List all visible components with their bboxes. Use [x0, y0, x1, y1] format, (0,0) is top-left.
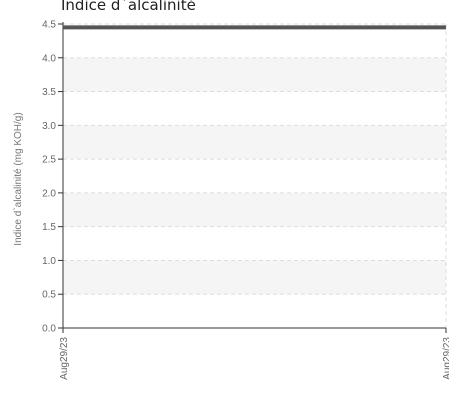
y-tick-label: 2.5	[42, 155, 56, 166]
y-tick-label: 4.0	[42, 53, 56, 64]
x-tick-label: Aug29/23	[59, 337, 70, 380]
plot-band	[63, 125, 446, 160]
y-tick-label: 3.0	[42, 121, 56, 132]
y-tick-label: 1.5	[42, 222, 56, 233]
y-tick-label: 1.0	[42, 256, 56, 267]
y-tick-label: 0.5	[42, 290, 56, 301]
y-tick-label: 2.0	[42, 188, 56, 199]
chart-title: Indice d`alcalinité	[61, 0, 196, 14]
axes	[62, 22, 446, 329]
x-tick-label: Aug29/23	[442, 337, 449, 380]
y-axis-label: Indice d`alcalinité (mg KOH/g)	[12, 112, 24, 245]
plot-band	[63, 57, 446, 92]
plot-band	[63, 192, 446, 227]
x-axis-ticks: Aug29/23 Aug29/23	[59, 328, 449, 380]
y-axis-ticks: 0.0 0.5 1.0 1.5 2.0 2.5 3.0 3.5 4.0 4.5	[42, 20, 63, 335]
plot-bands	[63, 57, 446, 295]
y-tick-label: 4.5	[42, 20, 56, 31]
plot-band	[63, 260, 446, 295]
y-tick-label: 0.0	[42, 324, 56, 335]
y-tick-label: 3.5	[42, 87, 56, 98]
